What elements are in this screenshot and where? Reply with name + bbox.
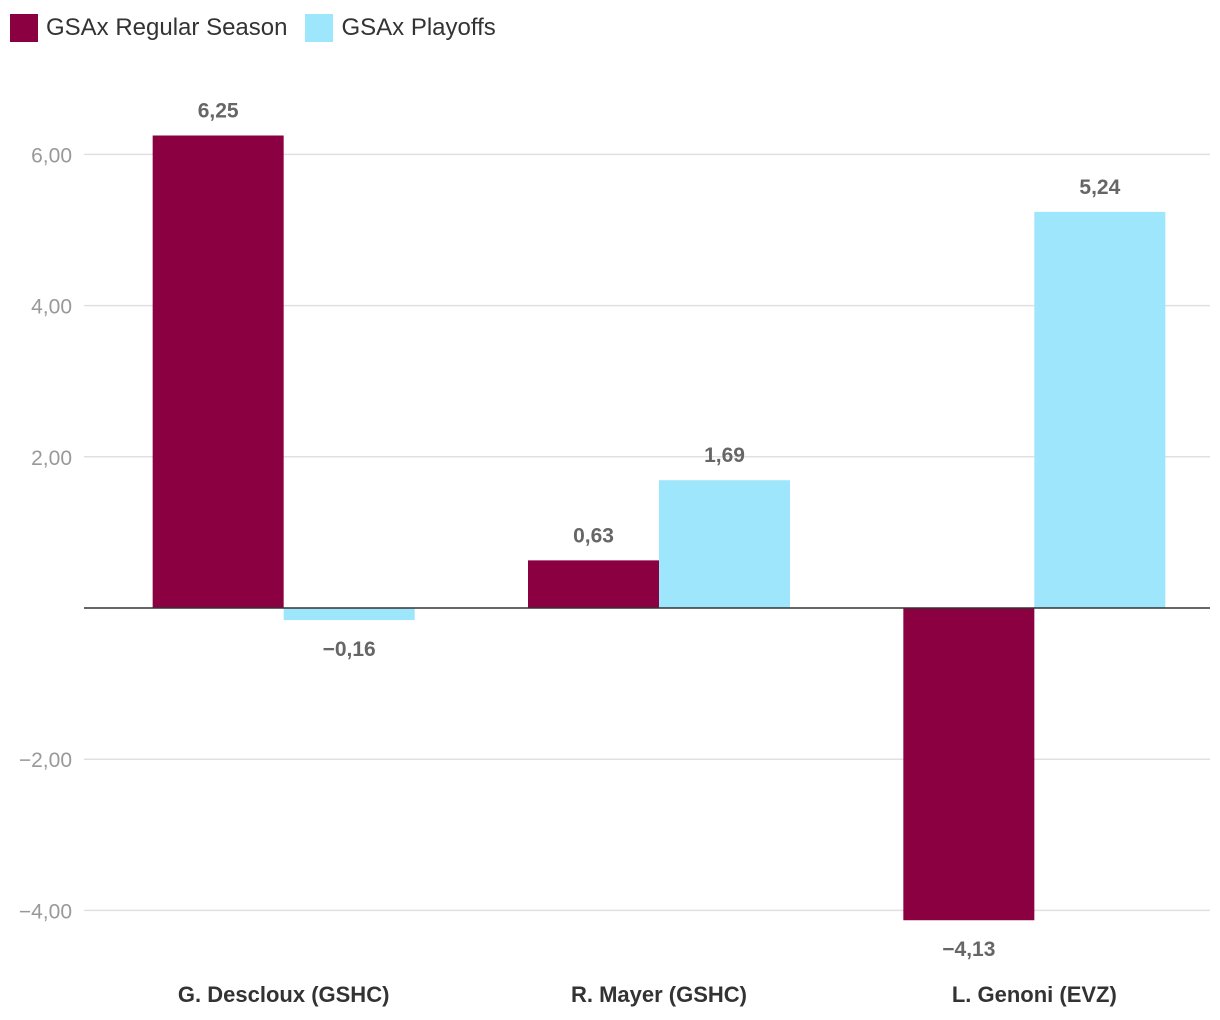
x-category-label: G. Descloux (GSHC) <box>178 982 389 1007</box>
legend-swatch-playoffs <box>305 14 334 42</box>
bar-regular-season[interactable] <box>152 135 284 609</box>
legend: GSAx Regular Season GSAx Playoffs <box>10 14 496 42</box>
bar-playoffs[interactable] <box>1034 211 1166 608</box>
y-tick-label: 4,00 <box>31 296 72 319</box>
legend-item-regular-season[interactable]: GSAx Regular Season <box>10 14 287 42</box>
bar-playoffs[interactable] <box>283 608 415 621</box>
x-category-label: L. Genoni (EVZ) <box>952 982 1117 1007</box>
y-tick-label: −2,00 <box>19 749 72 772</box>
data-label: 6,25 <box>198 100 239 123</box>
legend-item-playoffs[interactable]: GSAx Playoffs <box>305 14 496 42</box>
x-category-label: R. Mayer (GSHC) <box>571 982 747 1007</box>
y-tick-label: −4,00 <box>19 900 72 923</box>
y-tick-label: 2,00 <box>31 447 72 470</box>
bars <box>152 135 1166 921</box>
data-label: −4,13 <box>942 938 995 961</box>
x-axis: G. Descloux (GSHC) R. Mayer (GSHC) L. Geno… <box>178 982 1117 1007</box>
data-label: 5,24 <box>1079 176 1120 199</box>
legend-label-playoffs: GSAx Playoffs <box>341 14 496 41</box>
y-axis: 6,00 4,00 2,00 −2,00 −4,00 <box>19 144 72 923</box>
data-label: −0,16 <box>323 638 376 661</box>
bar-regular-season[interactable] <box>903 608 1035 921</box>
y-tick-label: 6,00 <box>31 144 72 167</box>
data-label: 1,69 <box>704 444 745 467</box>
bar-regular-season[interactable] <box>528 560 659 608</box>
legend-swatch-regular-season <box>10 14 38 42</box>
data-labels: 6,25 −0,16 0,63 1,69 −4,13 5,24 <box>198 100 1121 962</box>
data-label: 0,63 <box>573 524 614 547</box>
legend-label-regular-season: GSAx Regular Season <box>46 14 288 41</box>
bar-playoffs[interactable] <box>659 480 790 608</box>
